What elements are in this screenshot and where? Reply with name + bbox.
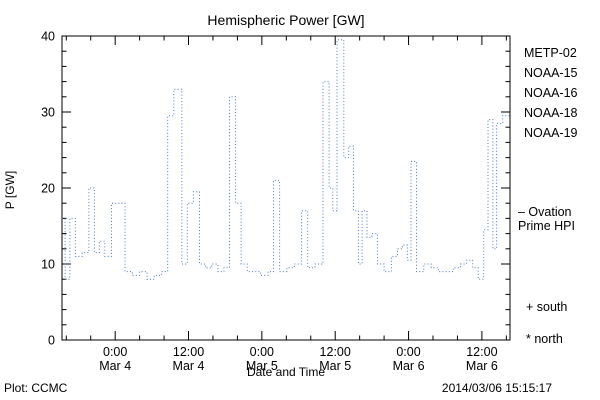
south-marker-label: + south xyxy=(526,300,567,314)
x-axis-label: Date and Time xyxy=(247,365,325,379)
x-tick-time-label: 0:00 xyxy=(250,345,274,359)
x-tick-time-label: 12:00 xyxy=(173,345,204,359)
y-tick-label: 30 xyxy=(41,106,55,120)
satellite-legend: METP-02 NOAA-15 NOAA-16 NOAA-18 NOAA-19 xyxy=(524,46,578,140)
legend-metp-02: METP-02 xyxy=(524,46,577,60)
legend-noaa-19: NOAA-19 xyxy=(524,126,578,140)
plot-frame xyxy=(61,35,511,341)
y-tick-label: 10 xyxy=(41,258,55,272)
x-tick-date-label: Mar 5 xyxy=(246,359,278,373)
north-marker-label: * north xyxy=(526,332,563,346)
y-tick-label: 20 xyxy=(41,182,55,196)
x-tick-time-label: 0:00 xyxy=(396,345,420,359)
x-tick-date-label: Mar 6 xyxy=(466,359,498,373)
x-tick-time-label: 12:00 xyxy=(320,345,351,359)
x-tick-time-label: 12:00 xyxy=(466,345,497,359)
hpi-series-group xyxy=(62,39,510,280)
ovation-label-line1: – Ovation xyxy=(518,205,572,219)
timestamp: 2014/03/06 15:15:17 xyxy=(442,381,552,395)
x-tick-date-label: Mar 4 xyxy=(99,359,131,373)
legend-noaa-16: NOAA-16 xyxy=(524,86,578,100)
x-tick-date-label: Mar 5 xyxy=(319,359,351,373)
y-tick-label: 0 xyxy=(48,334,55,348)
y-tick-label: 40 xyxy=(41,30,55,44)
legend-noaa-18: NOAA-18 xyxy=(524,106,578,120)
chart-title: Hemispheric Power [GW] xyxy=(207,12,364,28)
plot-credit: Plot: CCMC xyxy=(4,381,68,395)
legend-noaa-15: NOAA-15 xyxy=(524,66,578,80)
x-tick-date-label: Mar 4 xyxy=(173,359,205,373)
x-tick-time-label: 0:00 xyxy=(103,345,127,359)
y-axis-label: P [GW] xyxy=(3,171,17,209)
ovation-label-line2: Prime HPI xyxy=(518,219,575,233)
x-tick-date-label: Mar 6 xyxy=(393,359,425,373)
hpi-step-line xyxy=(62,39,510,280)
